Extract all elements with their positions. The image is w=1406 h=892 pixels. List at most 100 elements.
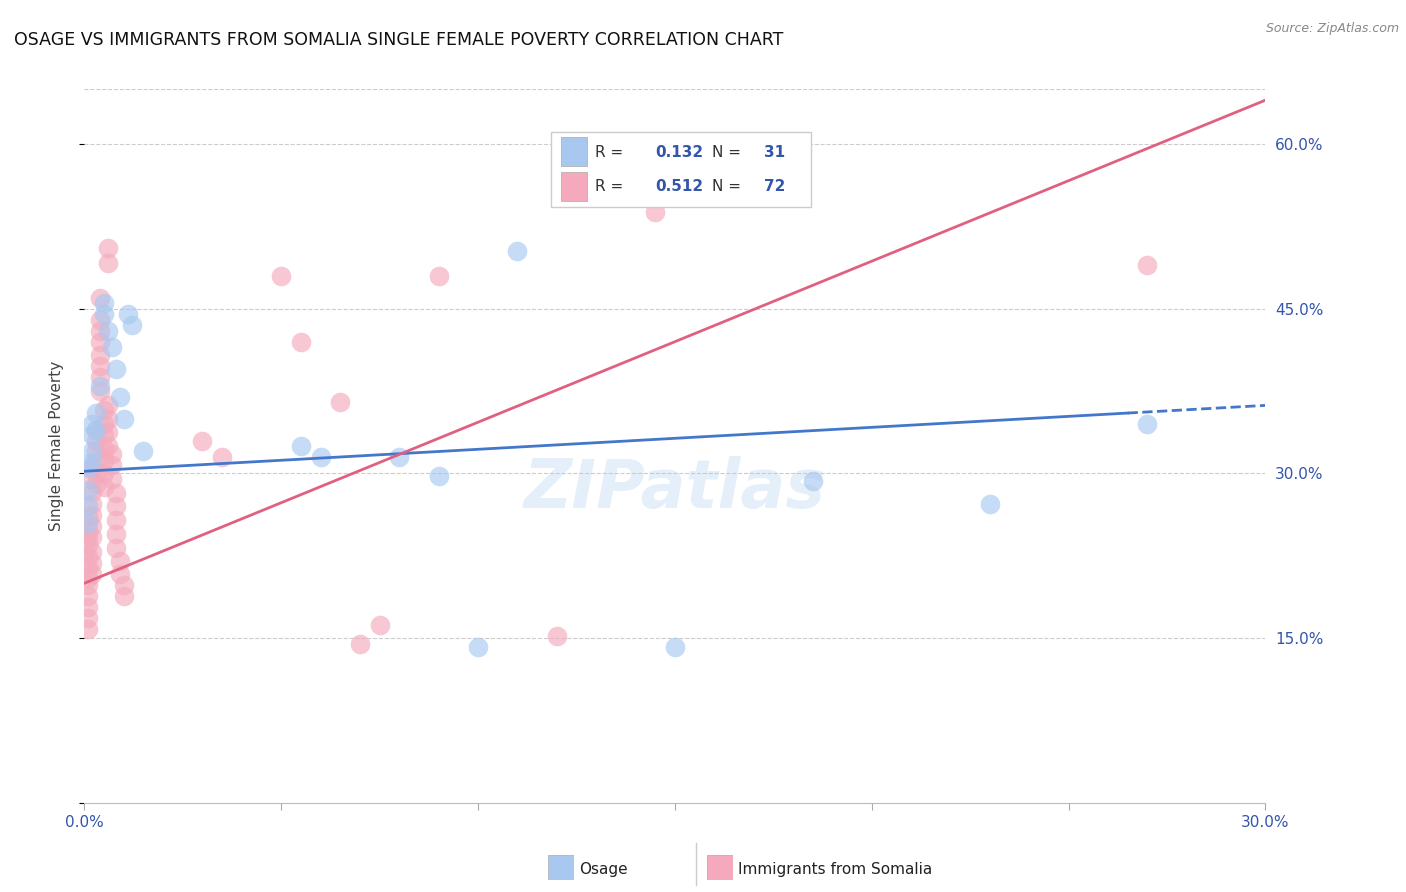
Point (89, 324, 111, 338)
Point (77, 530, 100, 544)
Point (801, 474, 824, 488)
Point (104, 541, 127, 555)
Point (104, 486, 127, 500)
Point (467, 640, 489, 654)
Point (97, 324, 120, 338)
Point (112, 411, 135, 425)
Point (82, 485, 104, 500)
Point (664, 640, 686, 654)
Point (77, 623, 100, 637)
Text: N =: N = (711, 179, 745, 194)
Point (84, 423, 107, 437)
Point (82, 461, 104, 475)
Point (89, 312, 111, 326)
Point (93, 296, 115, 310)
Bar (561, 137, 588, 166)
Text: OSAGE VS IMMIGRANTS FROM SOMALIA SINGLE FEMALE POVERTY CORRELATION CHART: OSAGE VS IMMIGRANTS FROM SOMALIA SINGLE … (14, 31, 783, 49)
Point (104, 362, 127, 376)
Point (93, 307, 115, 321)
Point (93, 453, 115, 467)
Point (82, 428, 104, 442)
Point (82, 455, 104, 469)
Point (368, 618, 391, 632)
Point (97, 398, 120, 412)
Point (117, 307, 139, 321)
Point (89, 378, 111, 392)
Point (97, 241, 120, 255)
Point (191, 434, 214, 448)
Point (132, 444, 155, 458)
Text: 72: 72 (763, 179, 786, 194)
Text: N =: N = (711, 145, 745, 160)
Point (77, 578, 100, 592)
Point (89, 334, 111, 349)
Point (290, 439, 312, 453)
Point (101, 340, 124, 354)
Point (84, 467, 107, 481)
Point (93, 467, 115, 481)
Point (329, 395, 352, 409)
Point (84, 434, 107, 448)
Point (93, 480, 115, 494)
Point (77, 524, 100, 538)
Point (82, 519, 104, 533)
Point (82, 497, 104, 511)
Point (77, 559, 100, 574)
Point (112, 590, 135, 604)
Point (77, 483, 100, 497)
Point (77, 600, 100, 615)
Point (1136, 417, 1159, 431)
Point (77, 516, 100, 530)
Point (546, 629, 568, 643)
Point (77, 571, 100, 585)
Point (82, 417, 104, 431)
Text: R =: R = (595, 145, 628, 160)
Text: Source: ZipAtlas.com: Source: ZipAtlas.com (1265, 22, 1399, 36)
Y-axis label: Single Female Poverty: Single Female Poverty (49, 361, 63, 531)
Point (290, 334, 312, 349)
Point (77, 590, 100, 604)
Point (270, 268, 292, 283)
Point (84, 455, 107, 469)
Point (82, 557, 104, 571)
Point (77, 500, 100, 514)
Point (77, 510, 100, 524)
Point (93, 428, 115, 442)
Point (77, 538, 100, 552)
Point (82, 545, 104, 559)
Point (89, 359, 111, 373)
Point (108, 554, 131, 568)
Point (93, 402, 115, 417)
Point (97, 425, 120, 439)
Point (97, 439, 120, 453)
Text: 0.132: 0.132 (655, 145, 703, 160)
Point (506, 244, 529, 258)
Point (101, 472, 124, 486)
Point (77, 461, 100, 475)
Point (979, 497, 1001, 511)
Point (84, 423, 107, 437)
Point (108, 567, 131, 582)
Text: R =: R = (595, 179, 628, 194)
Point (104, 500, 127, 514)
Point (427, 468, 450, 483)
Point (121, 318, 143, 333)
Point (97, 411, 120, 425)
Point (309, 450, 332, 464)
Point (84, 444, 107, 458)
Bar (561, 172, 588, 201)
Text: Immigrants from Somalia: Immigrants from Somalia (738, 863, 932, 877)
Point (84, 406, 107, 420)
Point (101, 447, 124, 461)
Point (89, 384, 111, 398)
Point (77, 611, 100, 625)
Point (82, 508, 104, 523)
Point (82, 444, 104, 458)
Point (427, 268, 450, 283)
Point (97, 255, 120, 269)
Text: 0.512: 0.512 (655, 179, 703, 194)
Point (84, 477, 107, 491)
Text: 31: 31 (763, 145, 785, 160)
Point (644, 205, 666, 219)
Point (82, 567, 104, 582)
